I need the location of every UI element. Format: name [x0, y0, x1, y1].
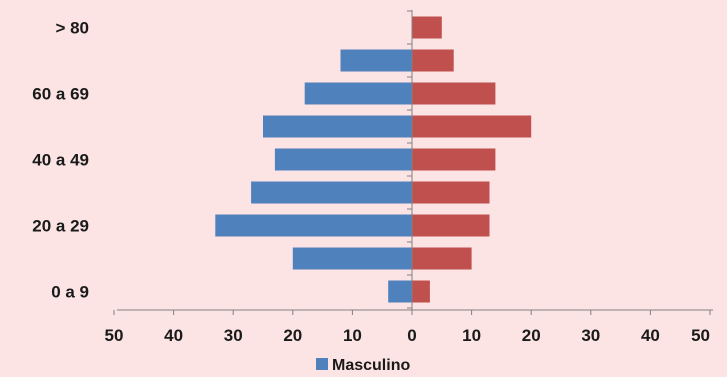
- x-tick-label: 10: [343, 326, 362, 345]
- y-tick-label: > 80: [55, 19, 89, 38]
- bar-right-0-a-9: [412, 280, 430, 303]
- y-tick-label: 20 a 29: [32, 217, 89, 236]
- x-tick-label: 50: [105, 326, 124, 345]
- bar-right--80: [412, 16, 442, 39]
- y-tick-label: 60 a 69: [32, 85, 89, 104]
- bar-left-10-a-19: [292, 247, 412, 270]
- bar-right-40-a-49: [412, 148, 496, 171]
- bar-right-20-a-29: [412, 214, 490, 237]
- legend-label-masculino: Masculino: [332, 357, 410, 374]
- x-tick-label: 40: [164, 326, 183, 345]
- x-tick-label: 10: [462, 326, 481, 345]
- bar-right-30-a-39: [412, 181, 490, 204]
- bar-left-40-a-49: [274, 148, 412, 171]
- x-tick-label: 50: [691, 326, 710, 345]
- bar-left-60-a-69: [304, 82, 412, 105]
- x-tick-label: 30: [224, 326, 243, 345]
- x-tick-label: 40: [641, 326, 660, 345]
- bar-left-50-a-59: [263, 115, 412, 138]
- y-tick-labels: 0 a 9 20 a 29 40 a 49 60 a 69 > 80: [32, 10, 412, 309]
- bar-left-20-a-29: [215, 214, 412, 237]
- x-tick-labels: 50 40 30 20 10 0 10 20 30 40 50: [105, 310, 711, 345]
- x-tick-label: 20: [283, 326, 302, 345]
- x-tick-label: 0: [407, 326, 416, 345]
- x-tick-label: 30: [581, 326, 600, 345]
- axes-group: [117, 10, 713, 311]
- bar-left-30-a-39: [251, 181, 412, 204]
- bar-right-10-a-19: [412, 247, 472, 270]
- bar-left-70-a-79: [340, 49, 412, 72]
- bar-right-70-a-79: [412, 49, 454, 72]
- y-tick-label: 0 a 9: [51, 283, 89, 302]
- y-tick-label: 40 a 49: [32, 151, 89, 170]
- bar-right-50-a-59: [412, 115, 532, 138]
- bar-right-60-a-69: [412, 82, 496, 105]
- bar-left-0-a-9: [388, 280, 412, 303]
- x-tick-label: 20: [522, 326, 541, 345]
- bars-group: [215, 16, 532, 303]
- legend: Masculino: [316, 357, 410, 374]
- legend-swatch-masculino: [316, 358, 328, 370]
